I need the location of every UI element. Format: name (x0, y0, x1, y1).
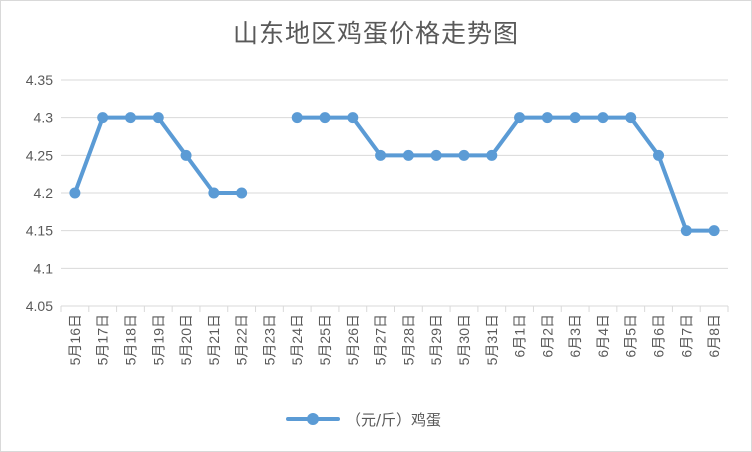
x-tick-label: 6月7日 (678, 314, 694, 358)
data-point (236, 187, 248, 199)
y-tick-label: 4.2 (34, 185, 54, 201)
x-tick-label: 6月5日 (623, 314, 639, 358)
data-point (347, 112, 359, 124)
y-tick-label: 4.35 (26, 72, 53, 88)
x-tick-label: 5月16日 (67, 314, 83, 365)
data-point (569, 112, 581, 124)
y-axis: 4.05 4.1 4.15 4.2 4.25 4.3 4.35 (26, 72, 53, 314)
data-point (291, 112, 303, 124)
x-tick-label: 5月19日 (150, 314, 166, 365)
x-tick-label: 6月4日 (595, 314, 611, 358)
legend: （元/斤）鸡蛋 (286, 411, 441, 429)
data-point (402, 149, 414, 161)
y-tick-label: 4.25 (26, 147, 53, 163)
x-tick-label: 6月2日 (539, 314, 555, 358)
x-tick-label: 5月24日 (289, 314, 305, 365)
x-tick-label: 6月8日 (706, 314, 722, 358)
data-point (180, 149, 192, 161)
x-tick-label: 6月1日 (512, 314, 528, 358)
y-tick-label: 4.05 (26, 298, 53, 314)
x-axis: 5月16日 5月17日 5月18日 5月19日 5月20日 5月21日 5月22日 5月23日… (60, 306, 729, 365)
data-point (541, 112, 553, 124)
x-tick-label: 6月6日 (651, 314, 667, 358)
data-point (69, 187, 81, 199)
x-tick-label: 5月22日 (234, 314, 250, 365)
data-point (680, 225, 692, 237)
legend-point-marker (307, 413, 319, 425)
data-point (708, 225, 720, 237)
x-tick-label: 5月18日 (122, 314, 138, 365)
data-point (458, 149, 470, 161)
x-tick-label: 5月28日 (400, 314, 416, 365)
x-tick-label: 6月3日 (567, 314, 583, 358)
data-point (653, 149, 665, 161)
x-tick-label: 5月31日 (484, 314, 500, 365)
x-tick-label: 5月26日 (345, 314, 361, 365)
x-tick-label: 5月29日 (428, 314, 444, 365)
data-point (625, 112, 637, 124)
x-tick-label: 5月25日 (317, 314, 333, 365)
data-point (152, 112, 164, 124)
x-tick-label: 5月27日 (373, 314, 389, 365)
x-tick-label: 5月20日 (178, 314, 194, 365)
chart-title: 山东地区鸡蛋价格走势图 (232, 19, 519, 48)
data-point (124, 112, 136, 124)
data-point (514, 112, 526, 124)
data-point (430, 149, 442, 161)
series-layer (69, 112, 720, 237)
data-point (319, 112, 331, 124)
data-point (486, 149, 498, 161)
legend-label: （元/斤）鸡蛋 (346, 411, 441, 429)
x-tick-label: 5月30日 (456, 314, 472, 365)
x-tick-label: 5月21日 (206, 314, 222, 365)
x-tick-label: 5月23日 (261, 314, 277, 365)
data-point (375, 149, 387, 161)
data-point (97, 112, 109, 124)
y-tick-label: 4.3 (34, 110, 54, 126)
series-line-0-1 (295, 115, 717, 233)
data-point (208, 187, 220, 199)
data-point (597, 112, 609, 124)
x-tick-label: 5月17日 (95, 314, 111, 365)
y-tick-label: 4.15 (26, 223, 53, 239)
y-tick-label: 4.1 (34, 260, 54, 276)
